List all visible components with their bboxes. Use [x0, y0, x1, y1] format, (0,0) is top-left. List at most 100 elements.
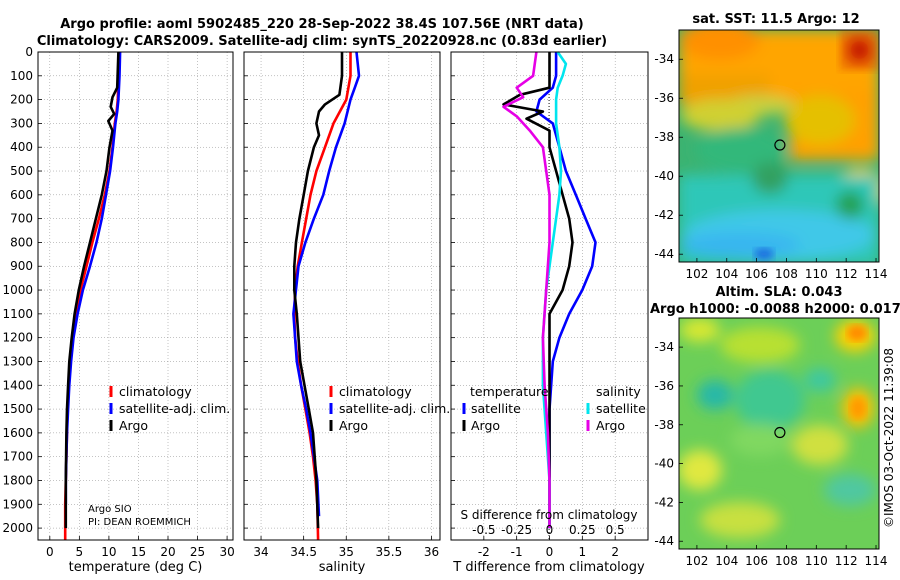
- legend-heading-salinity: salinity: [596, 384, 641, 399]
- x-tick-label-35: 35: [339, 545, 354, 559]
- sla-map-panel: Altim. SLA: 0.043 Argo h1000: -0.0088 h2…: [650, 285, 900, 568]
- s-tick-label-0-25: 0.25: [569, 523, 596, 537]
- x-tick-label-0: 0: [46, 545, 54, 559]
- lat-tick-label-40: -40: [654, 457, 674, 471]
- legend-label-temp-argo: Argo: [471, 418, 500, 433]
- y-tick-label-1300: 1300: [2, 354, 33, 368]
- s-tick-label-0-5: 0.5: [606, 523, 625, 537]
- sst-frame: [678, 29, 880, 263]
- y-tick-label-1400: 1400: [2, 378, 33, 392]
- sst-map-panel: sat. SST: 11.5 Argo: 12: [654, 12, 887, 281]
- legend-label-satellite-adj: satellite-adj. clim.: [119, 401, 230, 416]
- legend-label-temp-satellite: satellite: [471, 401, 521, 416]
- lon-tick-label-110: 110: [805, 267, 828, 281]
- lat-tick-label-34: -34: [654, 52, 674, 66]
- axes-frame: [37, 51, 234, 541]
- s-tick-label-0-5: -0.5: [472, 523, 495, 537]
- grid: [38, 51, 233, 540]
- sst-map-title: sat. SST: 11.5 Argo: 12: [692, 12, 859, 27]
- y-tick-label-1800: 1800: [2, 473, 33, 487]
- temperature-legend: climatology satellite-adj. clim. Argo: [109, 384, 230, 433]
- y-tick-label-1900: 1900: [2, 497, 33, 511]
- credit-line1: Argo SIO: [88, 504, 132, 515]
- y-tick-label-1500: 1500: [2, 402, 33, 416]
- legend-heading-temperature: temperature: [470, 384, 549, 399]
- lat-tick-label-38: -38: [654, 418, 674, 432]
- series-satellite-adj-clim: [64, 51, 122, 505]
- y-tick-label-1100: 1100: [2, 307, 33, 321]
- lat-tick-label-42: -42: [654, 208, 674, 222]
- argo-location-marker: [774, 426, 786, 439]
- ticks: 102 104 106 108 110 112 114 -34 -36 -38 -40 -42 -44: [654, 340, 887, 568]
- lat-tick-label-34: -34: [654, 340, 674, 354]
- y-tick-label-800: 800: [10, 235, 33, 249]
- ticks: 34 34.5 35 35.5 36: [244, 51, 439, 559]
- y-tick-label-1000: 1000: [2, 283, 33, 297]
- sla-map-title: Altim. SLA: 0.043: [716, 285, 843, 300]
- temperature-xlabel: temperature (deg C): [69, 560, 203, 575]
- s-difference-label: S difference from climatology: [461, 508, 638, 522]
- x-tick-label-15: 15: [131, 545, 146, 559]
- difference-xlabel: T difference from climatology: [452, 560, 645, 575]
- legend-label-climatology: climatology: [339, 384, 412, 399]
- x-tick-label-34-5: 34.5: [290, 545, 317, 559]
- y-tick-label-0: 0: [25, 45, 33, 59]
- x-tick-label-2: -2: [478, 545, 490, 559]
- x-tick-label-25: 25: [190, 545, 205, 559]
- y-tick-label-1200: 1200: [2, 331, 33, 345]
- salinity-xlabel: salinity: [319, 560, 366, 575]
- temperature-panel: 0100200300400500600700800900100011001200…: [2, 45, 234, 575]
- y-tick-label-1700: 1700: [2, 450, 33, 464]
- s-tick-label-0: 0: [546, 523, 554, 537]
- lon-tick-label-102: 102: [685, 267, 708, 281]
- figure-title-line1: Argo profile: aoml 5902485_220 28-Sep-20…: [60, 17, 584, 32]
- difference-legend: temperature salinity satellite Argo sate…: [462, 384, 646, 433]
- axes-frame: [243, 51, 441, 541]
- figure-title-line2: Climatology: CARS2009. Satellite-adj cli…: [37, 34, 607, 49]
- lat-tick-label-40: -40: [654, 169, 674, 183]
- credit-line2: PI: DEAN ROEMMICH: [88, 517, 191, 528]
- profile-lines: [292, 51, 361, 541]
- legend-label-satellite-adj: satellite-adj. clim.: [339, 401, 450, 416]
- lon-tick-label-114: 114: [865, 554, 888, 568]
- lat-tick-label-36: -36: [654, 379, 674, 393]
- y-tick-label-500: 500: [10, 164, 33, 178]
- lon-tick-label-104: 104: [715, 267, 738, 281]
- lon-tick-label-108: 108: [775, 267, 798, 281]
- x-tick-label-34: 34: [253, 545, 268, 559]
- lat-tick-label-36: -36: [654, 91, 674, 105]
- x-tick-label-1: 1: [579, 545, 587, 559]
- legend-label-climatology: climatology: [119, 384, 192, 399]
- series-argo: [64, 51, 120, 529]
- lon-tick-label-112: 112: [835, 267, 858, 281]
- lon-tick-label-106: 106: [745, 267, 768, 281]
- ticks: -2 -1 0 1 2 -0.5 -0.25 0 0.25 0.5: [451, 51, 625, 559]
- salinity-panel: 34 34.5 35 35.5 36 salinity climatology sate…: [243, 51, 450, 575]
- x-tick-label-20: 20: [160, 545, 175, 559]
- argo-location-marker: [774, 139, 786, 151]
- lon-tick-label-112: 112: [835, 554, 858, 568]
- y-tick-label-900: 900: [10, 259, 33, 273]
- series-climatology: [292, 52, 352, 541]
- x-tick-label-10: 10: [101, 545, 116, 559]
- ticks: 102 104 106 108 110 112 114 -34 -36 -38 -40 -42 -44: [654, 52, 887, 281]
- y-tick-label-600: 600: [10, 188, 33, 202]
- grid: [244, 51, 440, 540]
- imos-watermark: ©IMOS 03-Oct-2022 11:39:08: [882, 348, 896, 528]
- lon-tick-label-108: 108: [775, 554, 798, 568]
- legend-label-argo: Argo: [119, 418, 148, 433]
- lon-tick-label-106: 106: [745, 554, 768, 568]
- y-tick-label-200: 200: [10, 93, 33, 107]
- legend-label-argo: Argo: [339, 418, 368, 433]
- lat-tick-label-44: -44: [654, 247, 674, 261]
- legend-label-sal-satellite: satellite: [596, 401, 646, 416]
- lat-tick-label-44: -44: [654, 534, 674, 548]
- lon-tick-label-102: 102: [685, 554, 708, 568]
- profile-lines: [502, 51, 597, 529]
- x-tick-label-5: 5: [76, 545, 84, 559]
- series-temperature-argo: [502, 52, 574, 529]
- legend-label-sal-argo: Argo: [596, 418, 625, 433]
- y-tick-label-300: 300: [10, 116, 33, 130]
- lat-tick-label-38: -38: [654, 130, 674, 144]
